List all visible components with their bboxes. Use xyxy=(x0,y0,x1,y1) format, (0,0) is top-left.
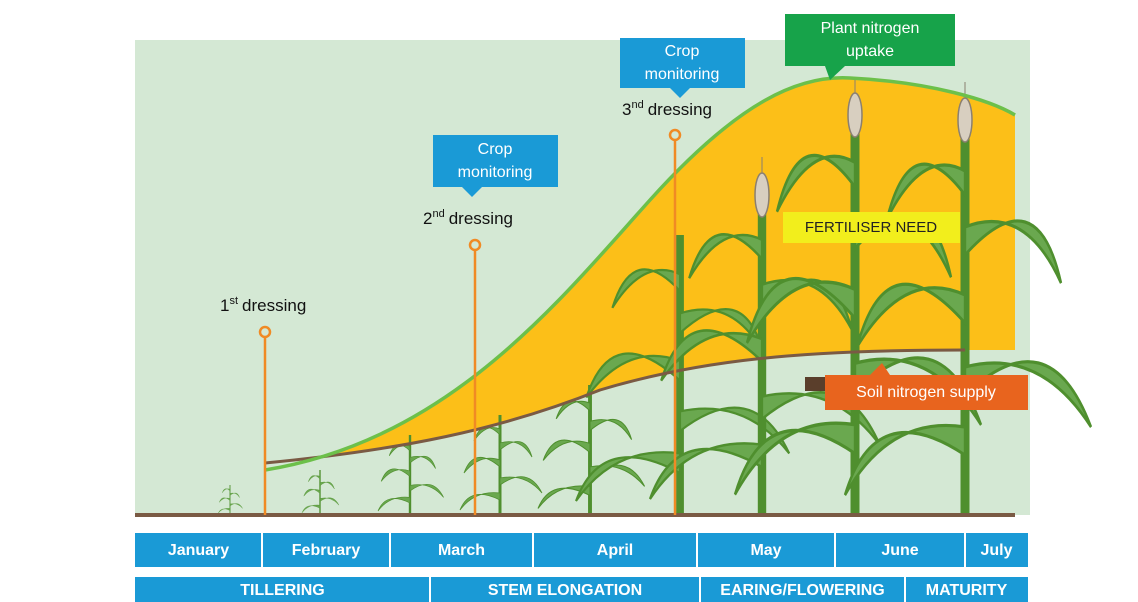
diagram: 1stdressing 2nddressing 3nddressing Crop… xyxy=(0,0,1138,602)
stage-label: MATURITY xyxy=(926,582,1008,599)
callout-text: Crop xyxy=(665,43,700,60)
stage-label: STEM ELONGATION xyxy=(488,582,642,599)
stage-label: TILLERING xyxy=(240,582,324,599)
marker xyxy=(805,377,827,391)
month-label: June xyxy=(881,542,918,559)
callout-text: Crop xyxy=(478,141,513,158)
stage-label: EARING/FLOWERING xyxy=(720,582,884,599)
month-label: May xyxy=(750,542,781,559)
callout-text: monitoring xyxy=(458,164,533,181)
month-label: January xyxy=(168,542,229,559)
month-label: July xyxy=(980,542,1012,559)
month-label: April xyxy=(597,542,633,559)
fertiliser-label: FERTILISER NEED xyxy=(805,219,937,236)
callout-text: uptake xyxy=(846,43,894,60)
soil-label: Soil nitrogen supply xyxy=(856,384,996,401)
month-label: February xyxy=(292,542,361,559)
callout-text: Plant nitrogen xyxy=(821,20,920,37)
month-label: March xyxy=(438,542,485,559)
callout-text: monitoring xyxy=(645,66,720,83)
